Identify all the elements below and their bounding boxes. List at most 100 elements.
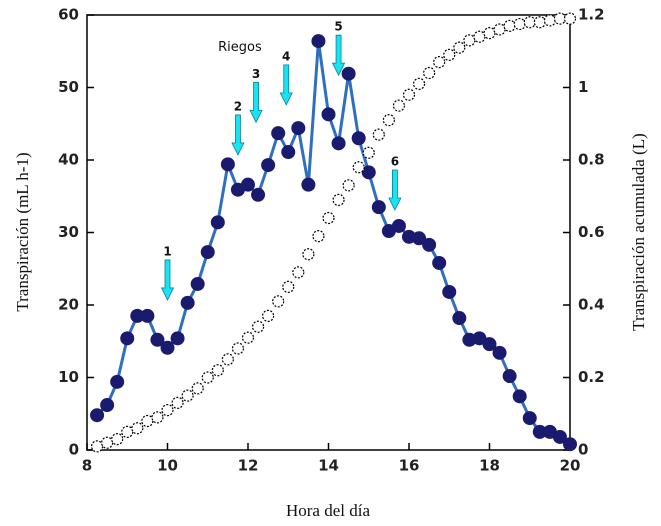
open-marker xyxy=(372,128,385,141)
filled-marker xyxy=(452,311,467,326)
open-marker xyxy=(282,280,295,293)
y-axis-label: Transpiración (mL h-1) xyxy=(13,152,32,311)
filled-marker xyxy=(391,218,406,233)
open-marker xyxy=(121,425,134,438)
filled-marker xyxy=(432,255,447,270)
filled-marker xyxy=(361,165,376,180)
open-marker xyxy=(332,193,345,206)
filled-marker xyxy=(502,369,517,384)
x-tick-label: 14 xyxy=(318,457,339,475)
series-line xyxy=(95,40,571,446)
open-marker xyxy=(362,146,375,159)
filled-marker xyxy=(220,157,235,172)
annotation-label: 1 xyxy=(163,244,171,258)
y-tick-label: 10 xyxy=(58,368,79,386)
open-marker xyxy=(241,331,255,344)
open-marker xyxy=(463,34,476,47)
open-marker xyxy=(251,320,265,333)
open-marker xyxy=(90,440,104,453)
filled-marker xyxy=(261,158,276,173)
filled-marker xyxy=(271,126,286,141)
x-axis-label: Hora del día xyxy=(286,501,370,520)
arrow xyxy=(160,259,175,301)
filled-marker xyxy=(321,107,336,122)
filled-marker xyxy=(482,337,497,352)
open-marker xyxy=(352,161,365,174)
filled-marker xyxy=(100,398,115,413)
open-marker xyxy=(161,404,174,417)
y2-tick-label: 0.8 xyxy=(578,151,605,169)
y-tick-label: 40 xyxy=(58,151,79,169)
annotation-label: 5 xyxy=(334,20,342,34)
annotation-title: Riegos xyxy=(218,40,262,55)
open-marker xyxy=(493,23,506,36)
arrow xyxy=(388,169,402,211)
open-marker xyxy=(211,364,224,377)
y2-tick-label: 0.6 xyxy=(578,223,605,241)
plot-frame xyxy=(86,14,571,451)
annotation-label: 6 xyxy=(391,155,399,169)
open-marker xyxy=(322,211,335,225)
annotation-label: 3 xyxy=(252,67,260,81)
filled-marker xyxy=(412,231,427,246)
open-marker xyxy=(473,30,486,43)
arrow xyxy=(331,34,346,77)
open-marker xyxy=(513,17,526,31)
filled-marker xyxy=(170,331,185,346)
open-marker xyxy=(433,56,446,69)
y-tick-label: 50 xyxy=(58,78,79,96)
open-marker xyxy=(302,248,315,261)
x-tick-label: 16 xyxy=(399,457,420,475)
filled-marker xyxy=(492,345,507,360)
open-marker xyxy=(523,16,536,29)
filled-marker xyxy=(301,177,316,192)
open-marker xyxy=(111,433,124,446)
filled-marker xyxy=(110,374,125,389)
filled-marker xyxy=(512,389,527,404)
open-marker xyxy=(382,114,395,127)
filled-marker xyxy=(180,295,195,310)
filled-marker xyxy=(563,437,577,452)
x-tick-label: 12 xyxy=(238,457,259,475)
open-marker xyxy=(131,422,144,435)
filled-marker xyxy=(552,429,567,444)
open-marker xyxy=(191,382,204,395)
filled-marker xyxy=(90,408,105,423)
open-marker xyxy=(141,414,154,428)
y2-tick-label: 1 xyxy=(578,78,588,96)
open-marker xyxy=(151,411,164,424)
filled-marker xyxy=(190,276,205,291)
open-marker xyxy=(171,396,184,409)
open-marker xyxy=(272,295,285,308)
filled-marker xyxy=(251,187,266,202)
y-tick-label: 0 xyxy=(69,441,79,459)
open-marker xyxy=(543,14,556,27)
open-marker xyxy=(342,179,355,192)
open-marker xyxy=(312,230,325,243)
arrow xyxy=(249,81,263,124)
open-marker xyxy=(503,19,516,32)
open-marker xyxy=(392,99,406,112)
open-marker xyxy=(423,66,436,80)
filled-marker xyxy=(522,411,537,426)
open-marker xyxy=(483,27,496,40)
annotation-label: 4 xyxy=(282,49,290,63)
filled-marker xyxy=(160,340,175,355)
open-marker xyxy=(412,77,426,90)
y-tick-label: 20 xyxy=(58,296,79,314)
y-tick-label: 30 xyxy=(58,223,79,241)
open-marker xyxy=(262,309,275,322)
y2-tick-label: 1.2 xyxy=(578,6,605,24)
open-marker xyxy=(402,88,416,101)
y2-tick-label: 0 xyxy=(578,441,588,459)
filled-marker xyxy=(291,121,306,136)
y2-axis-label: Transpiración acumulada (L) xyxy=(629,133,648,331)
filled-marker xyxy=(241,177,255,192)
x-tick-label: 8 xyxy=(82,457,92,475)
open-marker xyxy=(443,48,456,61)
open-marker xyxy=(231,342,245,355)
arrow xyxy=(279,64,293,106)
x-tick-label: 10 xyxy=(157,457,178,475)
filled-marker xyxy=(150,332,165,347)
